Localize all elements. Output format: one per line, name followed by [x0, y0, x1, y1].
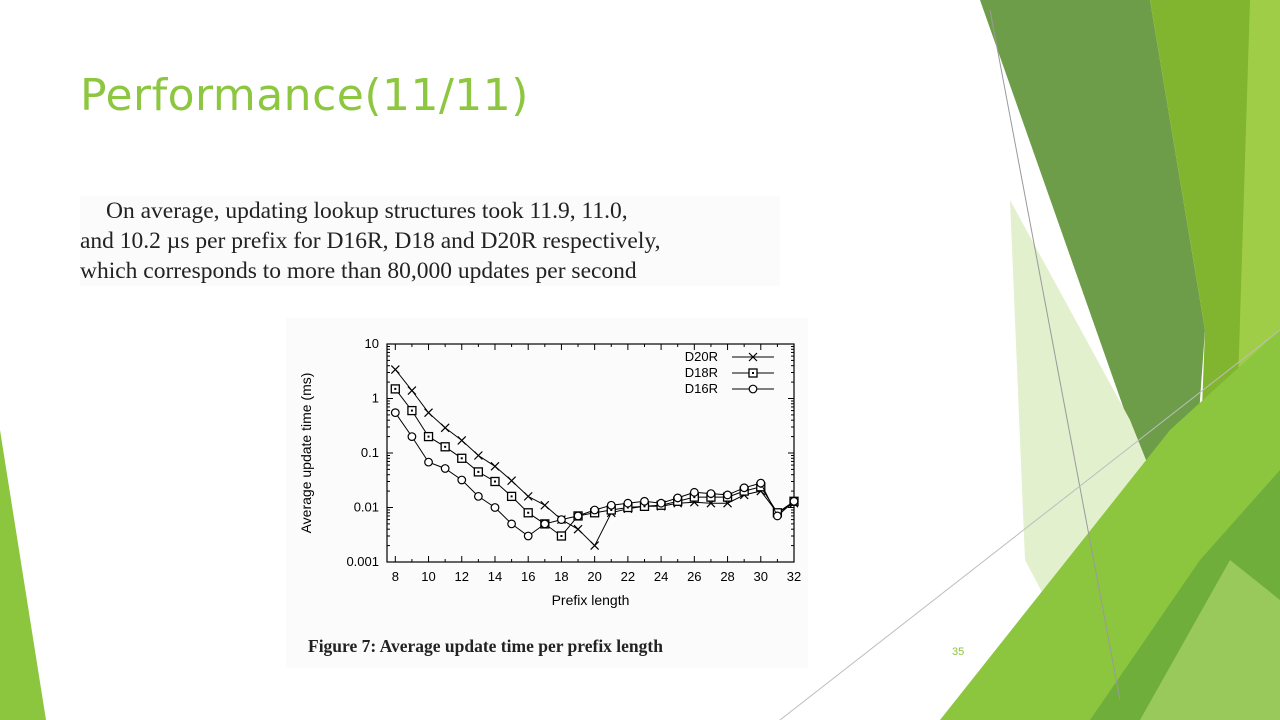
marker-square-dot: [610, 508, 613, 511]
plot-frame: [386, 343, 795, 563]
x-tick-label: 10: [421, 569, 435, 584]
marker-square-dot: [477, 470, 480, 473]
marker-circle: [689, 487, 699, 497]
marker-square-dot: [560, 534, 563, 537]
marker-square-dot: [444, 445, 447, 448]
y-tick-label: 0.01: [354, 500, 379, 515]
legend-label: D20R: [685, 349, 718, 364]
legend-label: D18R: [685, 365, 718, 380]
x-tick-label: 24: [654, 569, 668, 584]
x-tick-label: 16: [521, 569, 535, 584]
marker-square-dot: [643, 505, 646, 508]
marker-circle: [772, 511, 782, 521]
marker-circle: [390, 408, 400, 418]
x-axis-label: Prefix length: [552, 592, 630, 608]
marker-x: [407, 386, 417, 395]
excerpt-line: On average, updating lookup structures t…: [80, 196, 780, 226]
line-chart: 0.001 0.01 0.1 1 10 8 10 12 14 16 18 20 22 24 26 28 30 32…: [298, 336, 801, 608]
deco-dark-band: [980, 0, 1205, 540]
marker-x: [507, 476, 517, 486]
marker-x: [473, 451, 483, 460]
marker-circle: [507, 519, 516, 529]
marker-square-dot: [510, 495, 513, 498]
marker-circle: [490, 503, 500, 512]
marker-circle: [573, 511, 583, 521]
x-tick-label: 28: [720, 569, 734, 584]
y-tick-label: 1: [372, 391, 379, 406]
marker-x: [490, 461, 500, 471]
y-axis-label: Average update time (ms): [298, 373, 314, 534]
marker-x: [573, 524, 583, 534]
x-tick-label: 8: [392, 569, 399, 584]
marker-circle: [424, 457, 433, 467]
marker-x: [540, 500, 550, 510]
marker-circle: [606, 500, 616, 510]
marker-circle: [440, 464, 450, 473]
x-tick-label: 12: [455, 569, 469, 584]
excerpt-line: which corresponds to more than 80,000 up…: [80, 258, 637, 284]
figure-panel: 0.001 0.01 0.1 1 10 8 10 12 14 16 18 20 22 24 26 28 30 32…: [286, 318, 808, 668]
slide-title: Performance(11/11): [80, 70, 529, 121]
marker-x: [523, 491, 533, 501]
slide-number: 35: [952, 646, 965, 658]
excerpt-line-text: On average, updating lookup structures t…: [106, 198, 628, 224]
x-tick-label: 30: [754, 569, 768, 584]
marker-circle: [748, 384, 758, 394]
marker-circle: [457, 475, 467, 485]
marker-circle: [473, 491, 483, 501]
marker-square-dot: [693, 496, 696, 499]
marker-circle: [673, 493, 683, 503]
marker-circle: [623, 498, 633, 508]
excerpt-line: and 10.2 µs per prefix for D16R, D18 and…: [80, 228, 661, 254]
x-tick-label: 18: [554, 569, 568, 584]
marker-circle: [789, 496, 799, 506]
marker-x: [390, 365, 400, 374]
marker-circle: [656, 498, 666, 508]
marker-x: [440, 423, 450, 433]
marker-square-dot: [527, 511, 530, 514]
marker-circle: [756, 478, 766, 488]
marker-circle: [723, 490, 732, 500]
deco-left-wedge: [0, 430, 46, 720]
deco-thin-line: [779, 329, 1280, 720]
marker-square-dot: [410, 409, 413, 412]
x-tick-label: 14: [488, 569, 502, 584]
y-tick-label: 0.001: [346, 554, 379, 569]
deco-thin-line: [989, 9, 1121, 701]
x-tick-label: 20: [587, 569, 601, 584]
deco-green-overlap: [1140, 560, 1280, 720]
marker-circle: [739, 483, 749, 493]
legend-label: D16R: [685, 381, 718, 396]
marker-circle: [407, 432, 417, 441]
paper-excerpt: On average, updating lookup structures t…: [80, 196, 780, 286]
marker-x: [457, 436, 467, 445]
x-tick-label: 22: [621, 569, 635, 584]
y-tick-label: 10: [365, 336, 379, 351]
marker-x: [590, 541, 600, 551]
marker-circle: [523, 531, 533, 541]
marker-circle: [706, 489, 716, 498]
marker-square-dot: [493, 480, 496, 483]
marker-square-dot: [460, 457, 463, 460]
x-tick-label: 26: [687, 569, 701, 584]
marker-circle: [557, 515, 566, 524]
marker-circle: [590, 505, 600, 515]
marker-square-dot: [752, 372, 754, 374]
marker-x: [748, 352, 758, 362]
marker-circle: [640, 496, 649, 506]
figure-caption: Figure 7: Average update time per prefix…: [308, 636, 663, 656]
y-tick-label: 0.1: [361, 445, 379, 460]
series-line-d20r: [394, 369, 795, 547]
marker-square-dot: [427, 435, 430, 438]
series-line-d16r: [394, 412, 795, 537]
x-tick-label: 32: [787, 569, 801, 584]
marker-x: [424, 408, 433, 418]
marker-square-dot: [394, 387, 397, 390]
decorative-left-edge: [0, 430, 46, 720]
marker-circle: [540, 519, 550, 529]
